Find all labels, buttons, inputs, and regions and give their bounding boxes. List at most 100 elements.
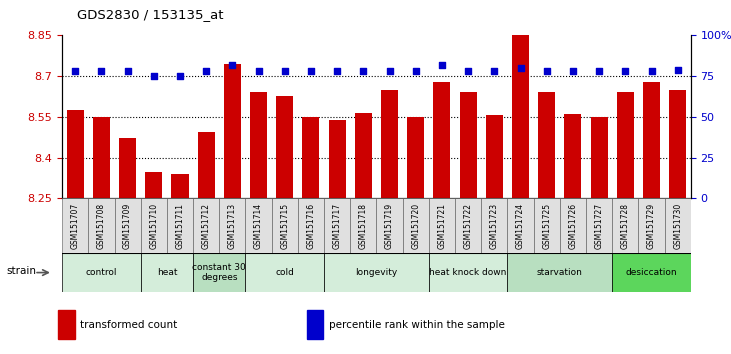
FancyBboxPatch shape xyxy=(403,198,429,253)
Bar xyxy=(224,64,241,198)
Bar xyxy=(617,92,634,198)
Point xyxy=(331,68,343,74)
Bar xyxy=(67,110,84,198)
Text: strain: strain xyxy=(6,266,37,276)
Bar xyxy=(381,90,398,198)
Text: GSM151730: GSM151730 xyxy=(673,202,682,249)
Bar xyxy=(407,118,424,198)
Point xyxy=(645,68,657,74)
Text: heat knock down: heat knock down xyxy=(429,268,507,277)
Text: GSM151729: GSM151729 xyxy=(647,202,656,249)
Text: control: control xyxy=(86,268,117,277)
FancyBboxPatch shape xyxy=(612,198,638,253)
Point xyxy=(594,68,605,74)
Bar xyxy=(197,132,215,198)
Bar xyxy=(512,24,529,198)
Bar xyxy=(433,81,450,198)
Bar xyxy=(145,172,162,198)
Bar xyxy=(307,310,323,339)
Bar xyxy=(460,92,477,198)
Text: GSM151725: GSM151725 xyxy=(542,202,551,249)
Bar xyxy=(172,174,189,198)
Text: GSM151723: GSM151723 xyxy=(490,202,499,249)
FancyBboxPatch shape xyxy=(534,198,560,253)
Point xyxy=(305,68,317,74)
Point xyxy=(148,73,159,79)
FancyBboxPatch shape xyxy=(507,198,534,253)
Point xyxy=(69,68,81,74)
Bar xyxy=(564,114,581,198)
Text: GSM151719: GSM151719 xyxy=(385,202,394,249)
Text: GSM151717: GSM151717 xyxy=(333,202,341,249)
Text: GSM151724: GSM151724 xyxy=(516,202,525,249)
Text: GSM151726: GSM151726 xyxy=(569,202,577,249)
FancyBboxPatch shape xyxy=(507,253,612,292)
Bar xyxy=(486,115,503,198)
FancyBboxPatch shape xyxy=(324,198,350,253)
Point xyxy=(384,68,395,74)
Text: GSM151720: GSM151720 xyxy=(412,202,420,249)
Point xyxy=(122,68,134,74)
Point xyxy=(357,68,369,74)
Text: longevity: longevity xyxy=(355,268,398,277)
Point xyxy=(174,73,186,79)
Text: GSM151714: GSM151714 xyxy=(254,202,263,249)
Point xyxy=(96,68,107,74)
Bar xyxy=(303,118,319,198)
FancyBboxPatch shape xyxy=(140,198,167,253)
Text: GDS2830 / 153135_at: GDS2830 / 153135_at xyxy=(77,8,223,21)
FancyBboxPatch shape xyxy=(455,198,481,253)
Bar xyxy=(93,118,110,198)
Text: GSM151711: GSM151711 xyxy=(175,202,184,249)
Text: percentile rank within the sample: percentile rank within the sample xyxy=(329,320,505,330)
Text: GSM151713: GSM151713 xyxy=(228,202,237,249)
FancyBboxPatch shape xyxy=(350,198,376,253)
Point xyxy=(410,68,422,74)
FancyBboxPatch shape xyxy=(62,198,88,253)
FancyBboxPatch shape xyxy=(193,253,246,292)
FancyBboxPatch shape xyxy=(115,198,140,253)
FancyBboxPatch shape xyxy=(481,198,507,253)
Bar xyxy=(329,120,346,198)
Bar xyxy=(119,138,136,198)
Bar xyxy=(276,97,293,198)
Bar xyxy=(591,118,607,198)
Text: GSM151707: GSM151707 xyxy=(71,202,80,249)
Point xyxy=(253,68,265,74)
Bar xyxy=(538,92,556,198)
FancyBboxPatch shape xyxy=(62,253,140,292)
FancyBboxPatch shape xyxy=(586,198,612,253)
Text: GSM151710: GSM151710 xyxy=(149,202,159,249)
Text: starvation: starvation xyxy=(537,268,583,277)
FancyBboxPatch shape xyxy=(638,198,664,253)
FancyBboxPatch shape xyxy=(612,253,691,292)
Text: GSM151718: GSM151718 xyxy=(359,202,368,249)
Bar xyxy=(58,310,75,339)
FancyBboxPatch shape xyxy=(246,198,272,253)
Text: GSM151721: GSM151721 xyxy=(437,202,447,249)
Point xyxy=(279,68,291,74)
FancyBboxPatch shape xyxy=(193,198,219,253)
Point xyxy=(200,68,212,74)
Point xyxy=(619,68,631,74)
Point xyxy=(436,62,448,68)
Point xyxy=(672,67,683,73)
FancyBboxPatch shape xyxy=(272,198,298,253)
FancyBboxPatch shape xyxy=(219,198,246,253)
Point xyxy=(488,68,500,74)
Text: GSM151715: GSM151715 xyxy=(280,202,289,249)
Text: GSM151708: GSM151708 xyxy=(97,202,106,249)
Point xyxy=(227,62,238,68)
FancyBboxPatch shape xyxy=(298,198,324,253)
Bar xyxy=(669,90,686,198)
Text: desiccation: desiccation xyxy=(626,268,678,277)
Point xyxy=(462,68,474,74)
FancyBboxPatch shape xyxy=(429,253,507,292)
Text: cold: cold xyxy=(276,268,294,277)
FancyBboxPatch shape xyxy=(246,253,324,292)
FancyBboxPatch shape xyxy=(324,253,429,292)
Bar xyxy=(355,113,372,198)
FancyBboxPatch shape xyxy=(429,198,455,253)
FancyBboxPatch shape xyxy=(167,198,193,253)
Point xyxy=(541,68,553,74)
